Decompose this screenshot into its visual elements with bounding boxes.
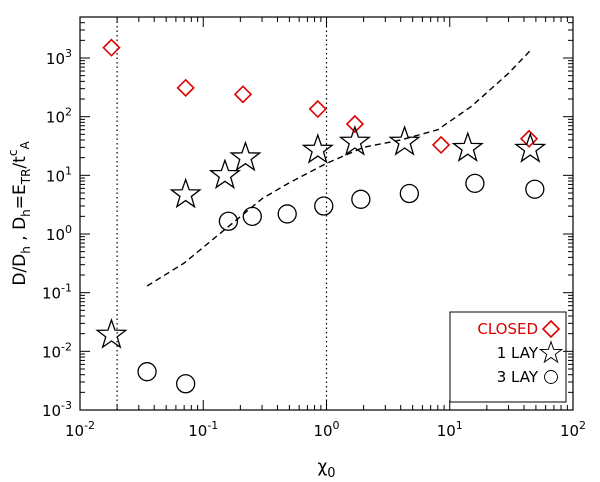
legend: CLOSED 1 LAY 3 LAY	[449, 311, 567, 403]
tick-label: 101	[46, 164, 72, 185]
tick-label: 103	[46, 47, 72, 68]
legend-diamond-marker	[541, 319, 561, 339]
diamond-marker	[102, 38, 121, 57]
legend-star-marker	[538, 340, 564, 364]
tick-label: 10-2	[42, 340, 72, 361]
star-marker	[338, 125, 372, 156]
legend-label: 3 LAY	[497, 368, 539, 386]
circle-marker	[277, 204, 297, 224]
legend-label: 1 LAY	[497, 344, 539, 362]
circle-marker	[242, 206, 262, 226]
circle-marker	[137, 362, 157, 382]
star-marker	[388, 125, 421, 156]
diamond-marker	[431, 135, 451, 155]
diamond-marker	[176, 78, 195, 97]
axes: 10-2 10-1 100 101 10210-310-210-110010110210…	[6, 16, 586, 481]
star-marker	[169, 177, 202, 209]
star-marker	[95, 317, 128, 349]
legend-circle-marker	[544, 370, 558, 384]
tick-label: 10-1	[188, 419, 218, 440]
legend-label: CLOSED	[477, 320, 538, 338]
dashed-curve	[146, 48, 532, 287]
circle-marker	[314, 196, 334, 216]
tick-label: 10-2	[65, 419, 95, 440]
tick-label: 102	[46, 106, 72, 127]
circle-marker	[525, 179, 545, 199]
tick-label: 10-3	[42, 399, 72, 420]
tick-label: 10-1	[42, 282, 72, 303]
y-axis-label: D/Dh , Dh=ETR/tcA	[6, 141, 33, 286]
circle-marker	[465, 173, 485, 194]
circle-marker	[218, 211, 239, 231]
star-marker	[514, 132, 547, 163]
circle-marker	[176, 374, 196, 394]
x-axis-label: χ0	[317, 457, 335, 481]
plot-area	[95, 17, 547, 410]
diamond-marker	[308, 99, 327, 119]
circle-marker	[351, 189, 371, 209]
star-marker	[301, 133, 334, 164]
tick-label: 101	[437, 419, 463, 440]
star-marker	[229, 140, 262, 172]
legend-box	[449, 311, 567, 403]
tick-label: 100	[313, 419, 339, 440]
diamond-marker	[345, 114, 365, 134]
diamond-marker	[519, 129, 539, 148]
tick-label: 100	[46, 223, 72, 244]
star-marker	[451, 131, 484, 162]
circle-marker	[399, 183, 419, 204]
star-marker	[208, 158, 242, 190]
diamond-marker	[233, 85, 253, 104]
tick-label: 102	[560, 419, 586, 440]
